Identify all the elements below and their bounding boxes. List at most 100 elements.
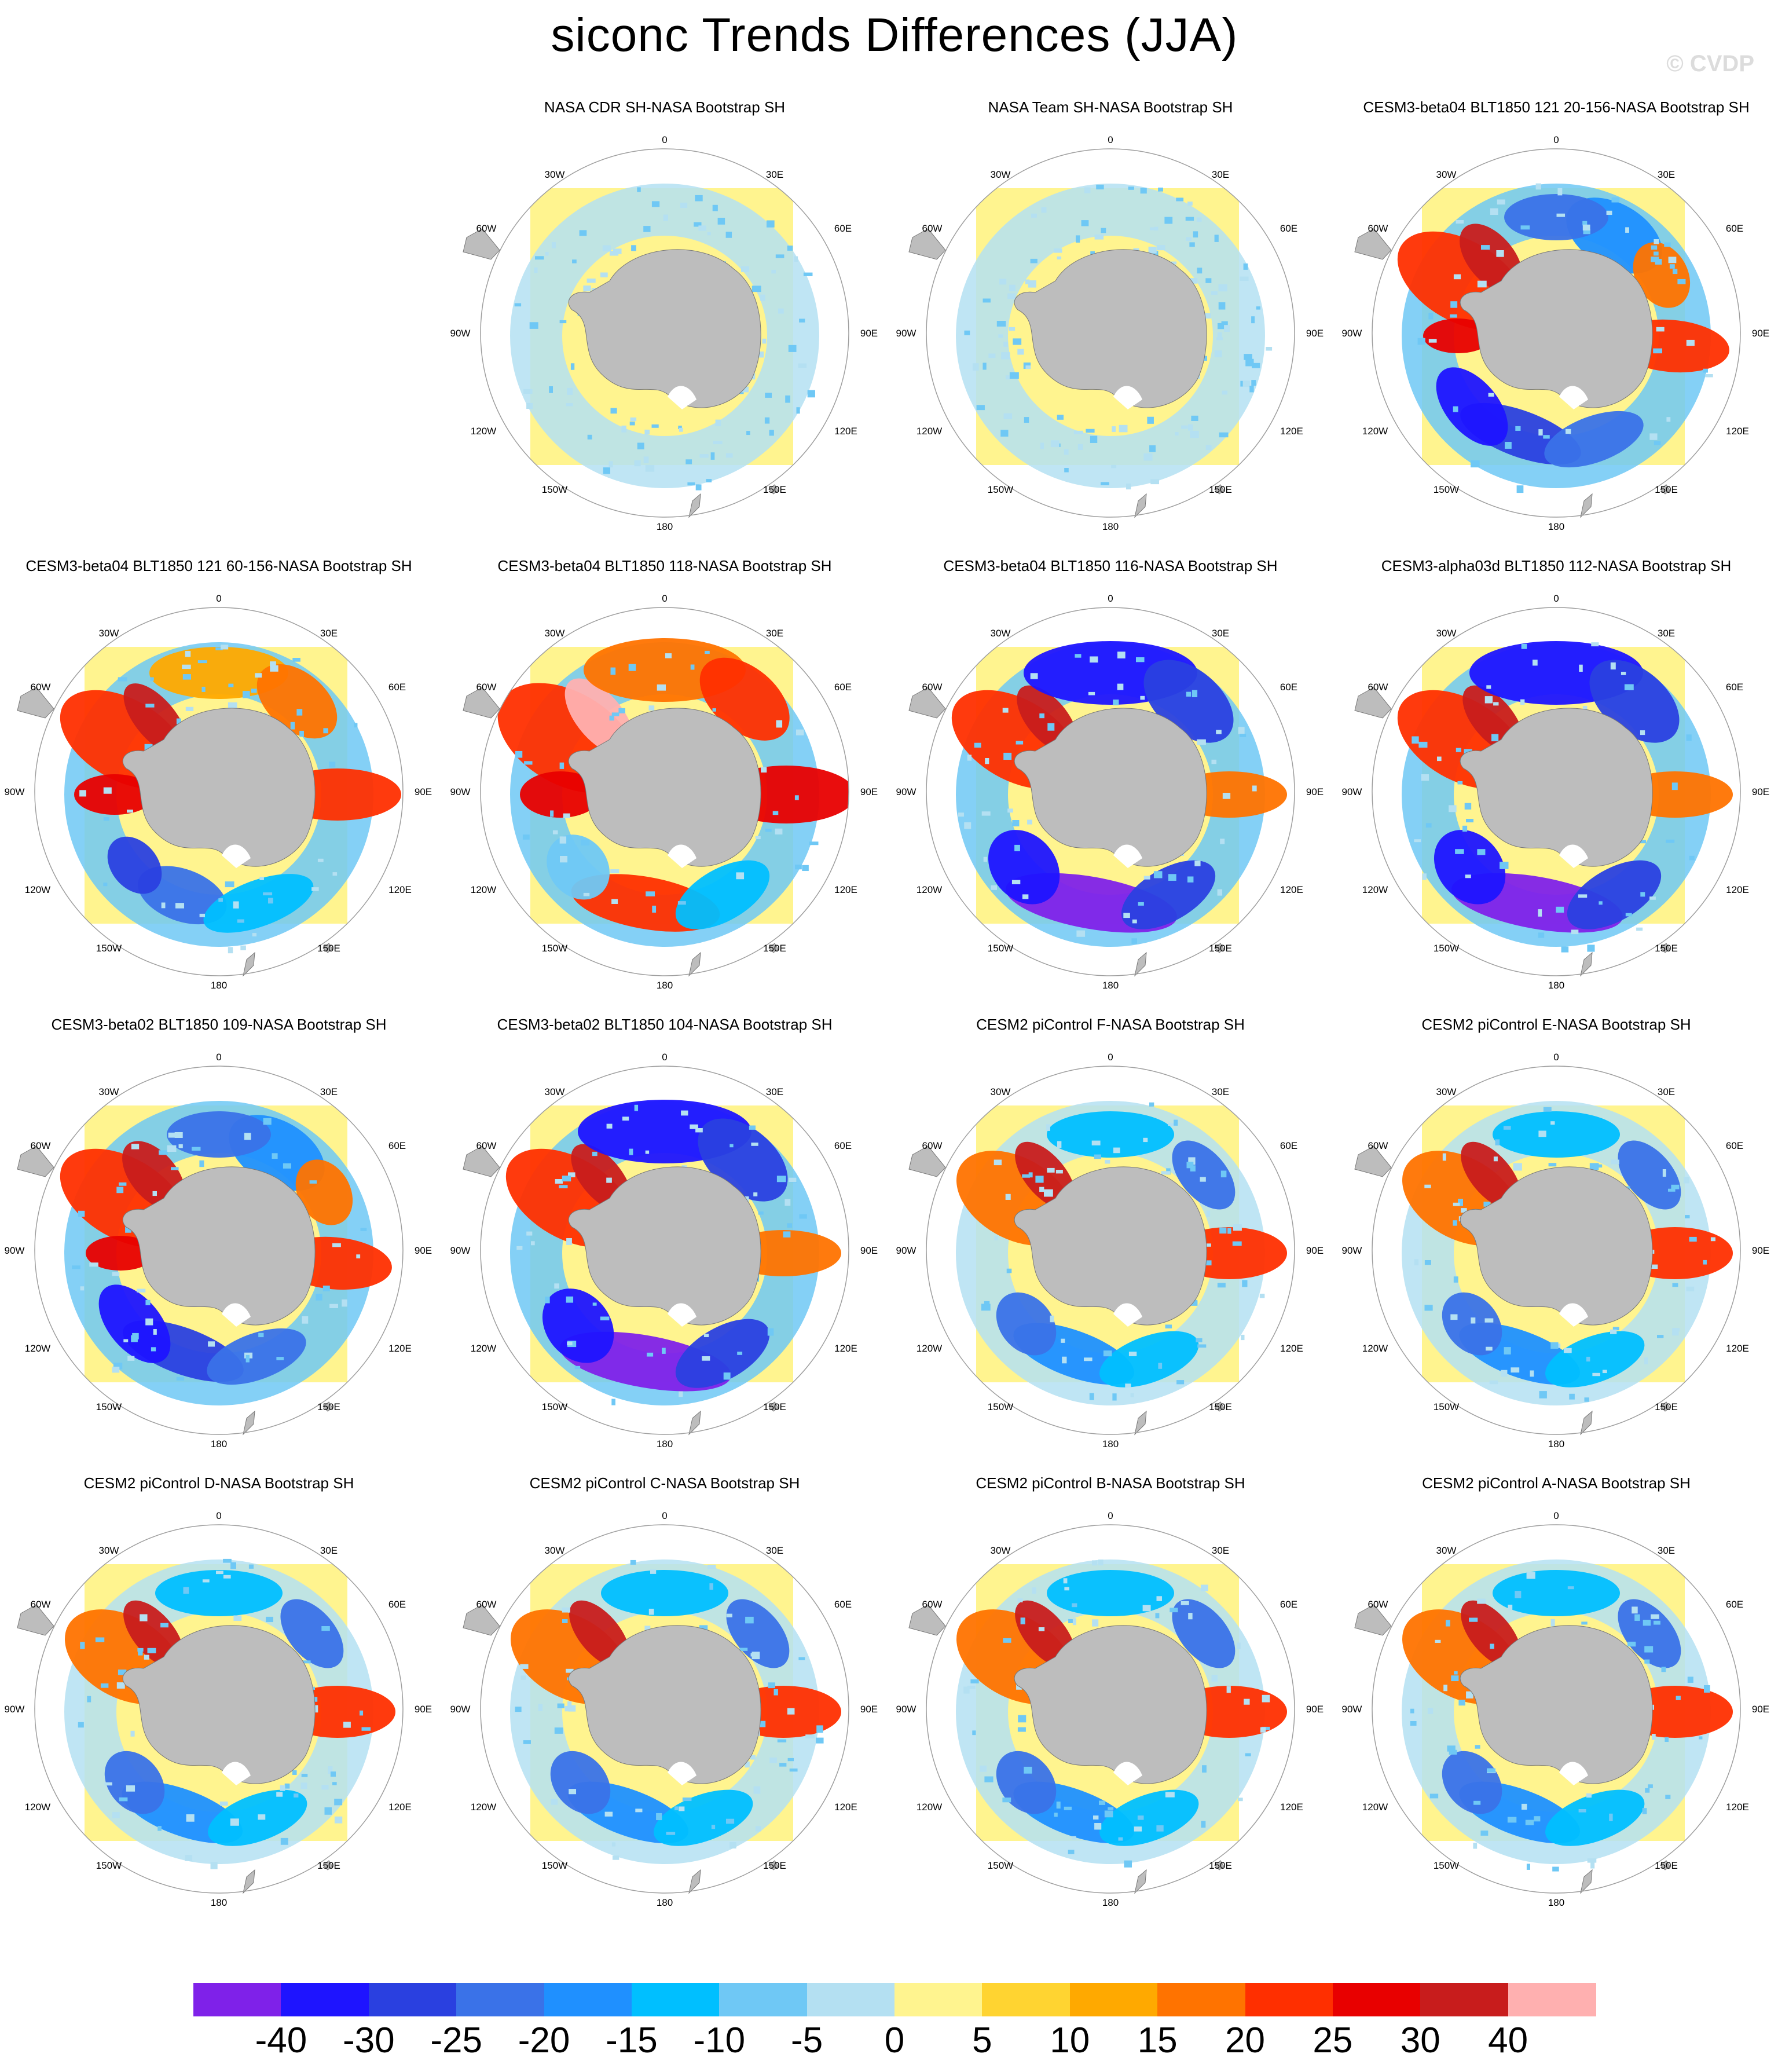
speckle-cell xyxy=(554,1727,563,1734)
south-america-tip xyxy=(908,687,946,719)
new-zealand xyxy=(1134,1410,1147,1436)
trend-patch xyxy=(280,1599,344,1668)
speckle-cell xyxy=(1064,468,1069,473)
panel-title: CESM3-beta04 BLT1850 121 60-156-NASA Boo… xyxy=(25,557,412,574)
speckle-cell xyxy=(132,1332,139,1339)
speckle-cell xyxy=(652,905,657,913)
speckle-cell xyxy=(1009,284,1016,291)
speckle-cell xyxy=(1063,1578,1068,1584)
speckle-cell xyxy=(1131,938,1138,944)
speckle-cell xyxy=(1466,819,1474,823)
speckle-cell xyxy=(116,1682,125,1689)
speckle-cell xyxy=(283,1163,291,1169)
speckle-cell xyxy=(1645,1788,1650,1793)
speckle-cell xyxy=(1634,1614,1640,1621)
longitude-label: 120W xyxy=(917,1343,942,1354)
antarctica-landmass xyxy=(568,1166,761,1326)
speckle-cell xyxy=(787,1708,795,1715)
longitude-label: 150W xyxy=(988,943,1013,954)
speckle-cell xyxy=(795,865,802,870)
colorbar-swatch xyxy=(806,1983,895,2016)
speckle-cell xyxy=(1025,365,1031,369)
colorbar-tick-label: 5 xyxy=(972,2020,992,2060)
longitude-label: 150W xyxy=(542,484,567,495)
speckle-cell xyxy=(202,1579,210,1583)
speckle-cell xyxy=(1435,1639,1441,1643)
speckle-cell xyxy=(991,885,997,890)
speckle-cell xyxy=(1624,684,1634,690)
speckle-cell xyxy=(611,899,618,905)
speckle-cell xyxy=(316,1294,322,1301)
longitude-label: 180 xyxy=(657,1897,673,1908)
speckle-cell xyxy=(299,730,304,737)
speckle-cell xyxy=(1649,433,1658,440)
speckle-cell xyxy=(1672,1328,1679,1336)
ice-shelf xyxy=(222,1303,251,1327)
speckle-cell xyxy=(1077,444,1083,451)
speckle-cell xyxy=(1006,1268,1012,1273)
speckle-cell xyxy=(746,431,750,435)
speckle-cell xyxy=(1092,1619,1099,1627)
colorbar-swatch xyxy=(719,1983,808,2016)
speckle-cell xyxy=(1671,782,1678,790)
speckle-cell xyxy=(1464,749,1472,755)
speckle-cell xyxy=(520,1664,529,1669)
speckle-cell xyxy=(1003,1638,1011,1643)
speckle-cell xyxy=(1128,1352,1137,1356)
speckle-cell xyxy=(1153,871,1163,878)
speckle-cell xyxy=(1090,435,1098,443)
longitude-label: 150E xyxy=(1655,1401,1678,1412)
speckle-cell xyxy=(964,822,972,829)
map-boundary xyxy=(34,607,404,976)
speckle-cell xyxy=(1450,1314,1458,1320)
longitude-label: 120E xyxy=(388,1802,412,1813)
speckle-cell xyxy=(698,225,706,231)
speckle-cell xyxy=(1094,1154,1101,1159)
speckle-cell xyxy=(996,321,1006,327)
speckle-cell xyxy=(1214,235,1219,242)
speckle-cell xyxy=(1661,1667,1666,1672)
speckle-cell xyxy=(1673,269,1678,274)
speckle-cell xyxy=(1638,840,1647,844)
speckle-cell xyxy=(753,1192,758,1196)
longitude-label: 0 xyxy=(662,1052,667,1063)
longitude-label: 90W xyxy=(5,1704,24,1715)
speckle-cell xyxy=(610,869,619,874)
longitude-label: 90W xyxy=(450,1245,470,1256)
longitude-label: 150E xyxy=(763,484,786,495)
speckle-cell xyxy=(1704,1685,1710,1693)
speckle-cell xyxy=(1005,375,1011,380)
speckle-cell xyxy=(1450,301,1458,308)
speckle-cell xyxy=(1168,1122,1177,1126)
speckle-cell xyxy=(690,1124,698,1129)
longitude-label: 0 xyxy=(662,134,667,145)
speckle-cell xyxy=(1591,642,1599,647)
speckle-cell xyxy=(713,441,723,445)
longitude-label: 90E xyxy=(1752,328,1769,339)
speckle-cell xyxy=(1412,736,1419,744)
speckle-cell xyxy=(1003,752,1012,760)
speckle-cell xyxy=(130,1730,135,1737)
speckle-cell xyxy=(980,1765,987,1772)
speckle-cell xyxy=(1189,278,1198,284)
speckle-cell xyxy=(665,653,672,658)
longitude-label: 150W xyxy=(96,943,122,954)
speckle-cell xyxy=(1421,774,1429,781)
speckle-cell xyxy=(356,1254,361,1259)
speckle-cell xyxy=(695,1128,703,1133)
trend-patch xyxy=(149,647,288,699)
speckle-cell xyxy=(1128,186,1134,190)
speckle-cell xyxy=(1175,432,1179,435)
speckle-cell xyxy=(1538,932,1545,938)
longitude-label: 60W xyxy=(31,682,51,693)
speckle-cell xyxy=(1001,352,1010,360)
speckle-cell xyxy=(1041,207,1047,213)
speckle-cell xyxy=(1417,338,1425,345)
speckle-cell xyxy=(972,363,979,371)
ice-shelf xyxy=(1113,1762,1142,1785)
speckle-cell xyxy=(753,1786,761,1794)
speckle-cell xyxy=(622,1116,629,1121)
speckle-cell xyxy=(1094,234,1104,240)
speckle-cell xyxy=(779,1763,787,1767)
speckle-cell xyxy=(606,1123,613,1129)
